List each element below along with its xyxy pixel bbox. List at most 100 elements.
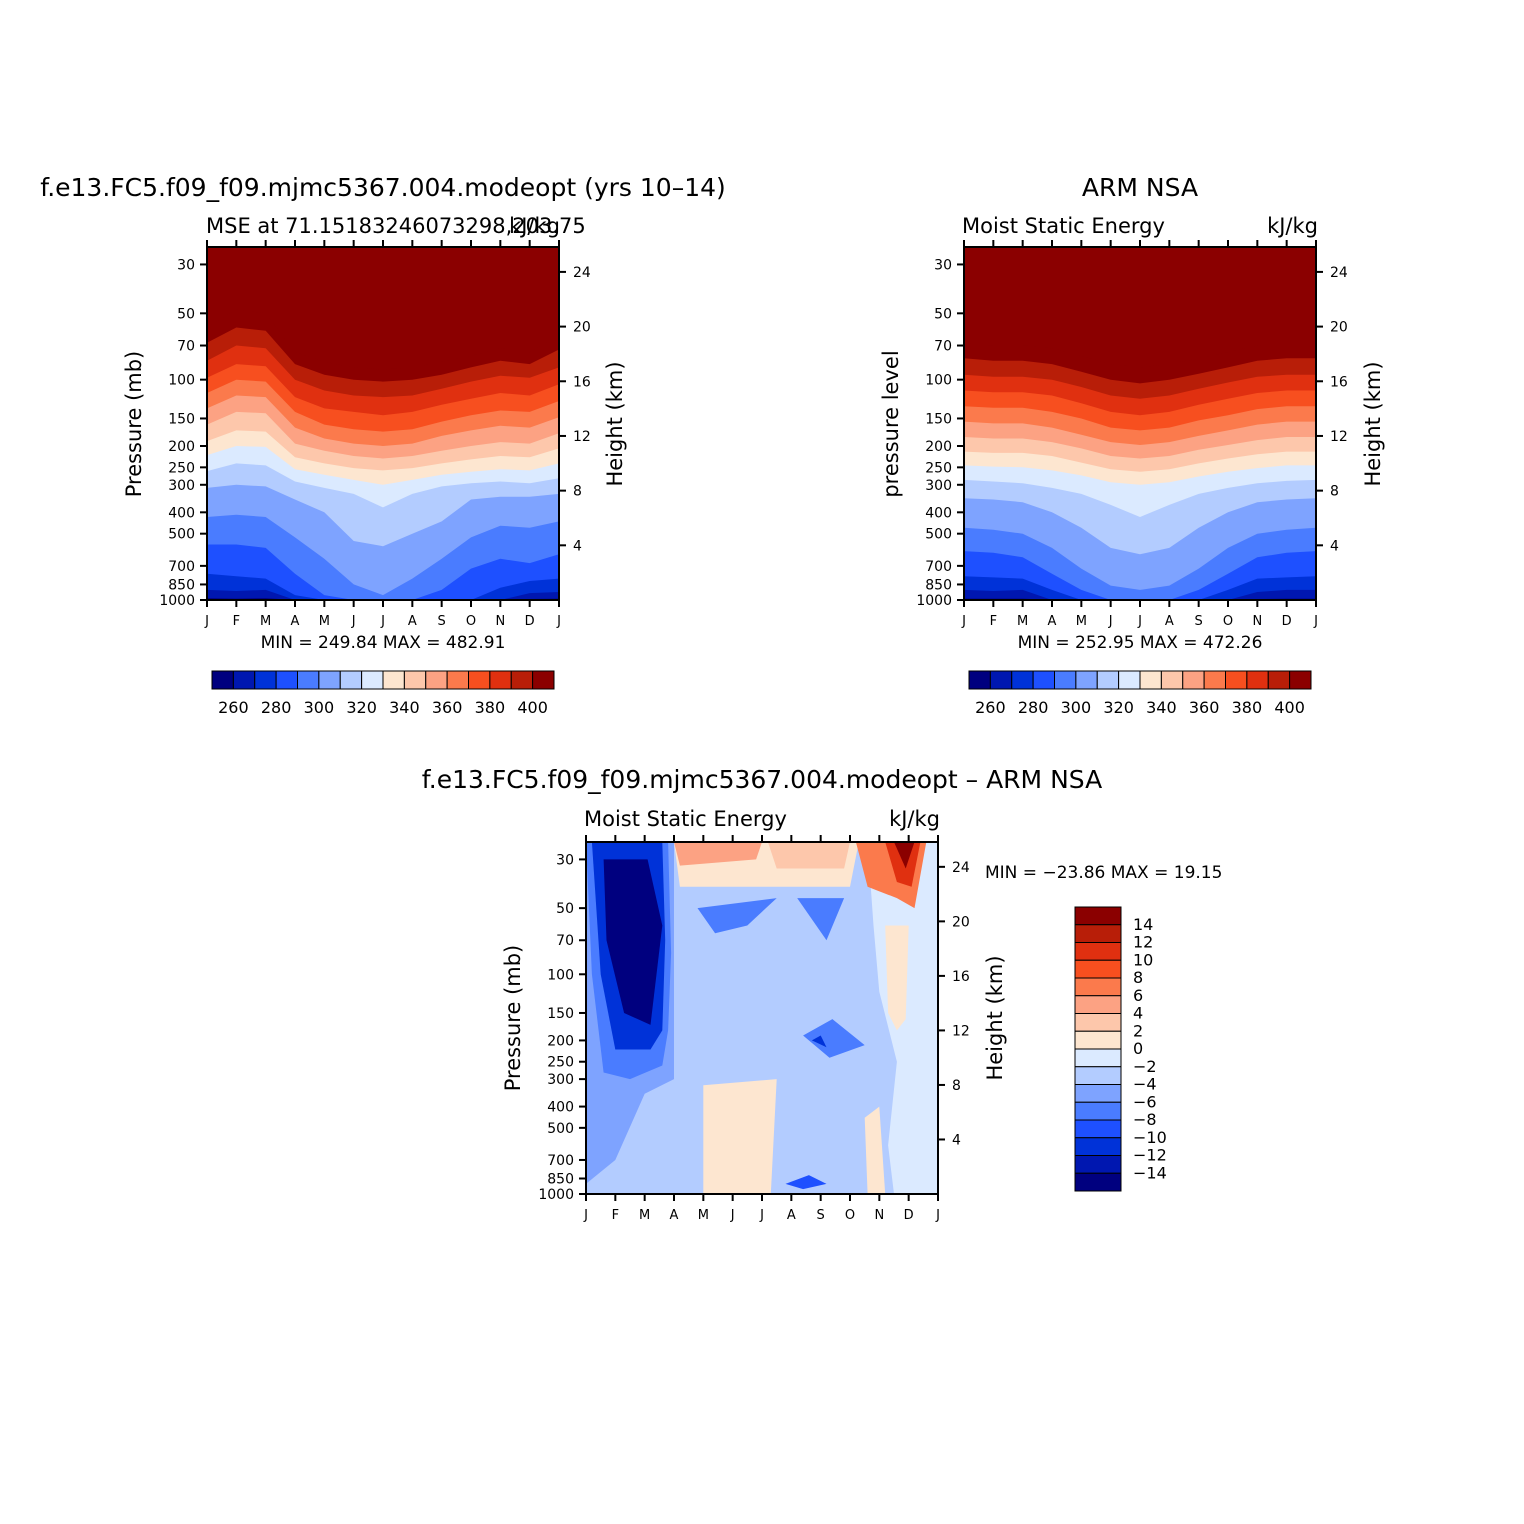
x-tick-label: O bbox=[466, 614, 476, 629]
y-tick-label: 30 bbox=[177, 257, 195, 273]
colorbar-swatch bbox=[1074, 906, 1122, 926]
panel-left-label: MSE at 71.15183246073298,203.75 bbox=[206, 214, 586, 238]
panel-diff: f.e13.FC5.f09_f09.mjmc5367.004.modeopt –… bbox=[422, 765, 1223, 1223]
colorbar-swatch bbox=[1074, 1172, 1122, 1192]
y-tick-label: 1000 bbox=[159, 593, 195, 609]
colorbar-swatch bbox=[361, 670, 384, 690]
colorbar-swatch bbox=[1074, 995, 1122, 1014]
colorbar-label: 2 bbox=[1133, 1021, 1143, 1040]
x-tick-label: A bbox=[408, 614, 417, 629]
y-tick-label: 150 bbox=[168, 411, 195, 427]
axis-ticks: J F M A M J J A S O N D J 30 50 70 100 150 200 250 300 400 500… bbox=[916, 240, 1348, 629]
panel-units-label: kJ/kg bbox=[509, 214, 560, 238]
y-tick-label: 400 bbox=[547, 1100, 574, 1116]
y-tick-label: 30 bbox=[556, 852, 574, 868]
panel-left-label: Moist Static Energy bbox=[962, 214, 1165, 238]
y-tick-label: 50 bbox=[934, 306, 952, 322]
contour-region bbox=[697, 898, 777, 934]
height-tick-label: 16 bbox=[573, 374, 591, 390]
panel-units-label: kJ/kg bbox=[1267, 214, 1318, 238]
colorbar-swatch bbox=[532, 670, 555, 690]
x-tick-label: M bbox=[319, 614, 330, 629]
colorbar-swatch bbox=[1074, 1119, 1122, 1139]
y-tick-label: 50 bbox=[177, 306, 195, 322]
y-tick-label: 400 bbox=[925, 505, 952, 521]
y-tick-label: 250 bbox=[547, 1055, 574, 1071]
colorbar-swatch bbox=[968, 670, 991, 690]
x-tick-label: J bbox=[583, 1208, 588, 1223]
colorbar-swatch bbox=[232, 670, 256, 690]
colorbar-label: 280 bbox=[261, 698, 292, 717]
y-tick-label: 500 bbox=[547, 1121, 574, 1137]
x-tick-label: D bbox=[904, 1208, 914, 1223]
colorbar-swatch bbox=[339, 670, 363, 690]
height-tick-label: 12 bbox=[573, 429, 591, 445]
y-tick-label: 850 bbox=[925, 577, 952, 593]
colorbar-swatch bbox=[1139, 670, 1162, 690]
y-tick-label: 300 bbox=[925, 478, 952, 494]
height-tick-label: 8 bbox=[1330, 484, 1339, 500]
x-tick-label: J bbox=[961, 614, 966, 629]
y-tick-label: 200 bbox=[168, 439, 195, 455]
height-tick-label: 20 bbox=[952, 914, 970, 930]
y-tick-label: 200 bbox=[925, 439, 952, 455]
colorbar-swatch bbox=[1074, 1155, 1122, 1174]
x-tick-label: D bbox=[1282, 614, 1292, 629]
y-tick-label: 850 bbox=[168, 577, 195, 593]
colorbar-label: 0 bbox=[1133, 1039, 1143, 1058]
contour-region bbox=[797, 898, 845, 941]
y-tick-label: 100 bbox=[925, 373, 952, 389]
x-tick-label: J bbox=[1108, 614, 1113, 629]
height-tick-label: 20 bbox=[1330, 320, 1348, 336]
colorbar-label: 8 bbox=[1133, 968, 1143, 987]
x-tick-label: N bbox=[1252, 614, 1262, 629]
colorbar-swatch bbox=[1074, 1013, 1122, 1032]
contour-region bbox=[894, 842, 915, 869]
colorbar-label: 320 bbox=[1103, 698, 1134, 717]
colorbar-swatch bbox=[382, 670, 405, 690]
y-tick-label: 850 bbox=[547, 1171, 574, 1187]
colorbar-swatch bbox=[510, 670, 534, 690]
contour-region bbox=[885, 842, 921, 887]
contour-band bbox=[207, 544, 559, 600]
colorbar-label: 380 bbox=[1232, 698, 1263, 717]
colorbar-swatch bbox=[1074, 924, 1122, 943]
colorbar-label: 360 bbox=[1189, 698, 1220, 717]
colorbar-swatch bbox=[1203, 670, 1226, 690]
y-axis-label-right: Height (km) bbox=[983, 955, 1007, 1080]
y-tick-label: 70 bbox=[556, 933, 574, 949]
contour-region bbox=[603, 859, 663, 1025]
height-tick-label: 24 bbox=[1330, 265, 1348, 281]
colorbar-label: 340 bbox=[389, 698, 420, 717]
colorbar-swatch bbox=[1289, 670, 1312, 690]
colorbar-swatch bbox=[275, 670, 298, 690]
x-tick-label: A bbox=[291, 614, 300, 629]
colorbar-label: −4 bbox=[1133, 1075, 1157, 1094]
colorbar-label: −2 bbox=[1133, 1057, 1157, 1076]
height-tick-label: 8 bbox=[952, 1078, 961, 1094]
y-axis-label-left: Pressure (mb) bbox=[501, 945, 525, 1092]
colorbar-swatch bbox=[1096, 670, 1120, 690]
colorbar-label: 280 bbox=[1018, 698, 1049, 717]
y-tick-label: 700 bbox=[168, 559, 195, 575]
colorbar-label: 6 bbox=[1133, 986, 1143, 1005]
x-tick-label: F bbox=[612, 1208, 619, 1223]
contour-field bbox=[207, 247, 559, 600]
x-tick-label: M bbox=[639, 1208, 650, 1223]
x-tick-label: J bbox=[759, 1208, 764, 1223]
colorbar-label: −8 bbox=[1133, 1110, 1157, 1129]
colorbar-label: −14 bbox=[1133, 1163, 1167, 1182]
height-tick-label: 24 bbox=[952, 860, 970, 876]
colorbar-swatch bbox=[1267, 670, 1291, 690]
contour-region bbox=[767, 842, 850, 869]
y-tick-label: 250 bbox=[925, 460, 952, 476]
colorbar-swatch bbox=[989, 670, 1013, 690]
contour-region bbox=[785, 1175, 827, 1190]
y-tick-label: 50 bbox=[556, 901, 574, 917]
y-tick-label: 500 bbox=[925, 527, 952, 543]
y-tick-label: 300 bbox=[168, 478, 195, 494]
colorbar-label: 320 bbox=[346, 698, 377, 717]
x-tick-label: A bbox=[787, 1208, 796, 1223]
contour-region bbox=[703, 1079, 777, 1194]
